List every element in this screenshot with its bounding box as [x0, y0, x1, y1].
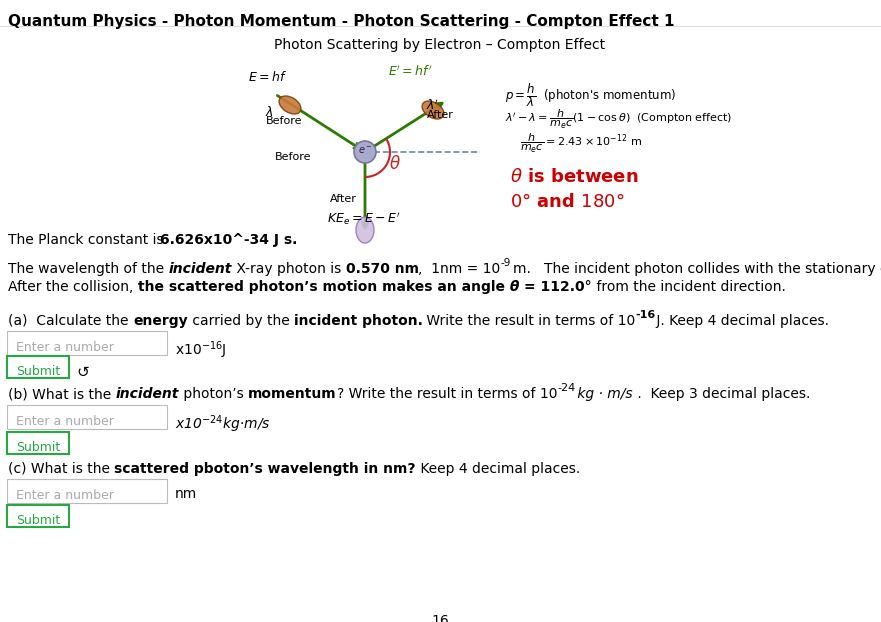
FancyBboxPatch shape — [7, 479, 167, 503]
Ellipse shape — [422, 101, 444, 119]
Text: energy: energy — [133, 314, 188, 328]
Text: Quantum Physics - Photon Momentum - Photon Scattering - Compton Effect 1: Quantum Physics - Photon Momentum - Phot… — [8, 14, 675, 29]
Text: x10$^{-16}$J: x10$^{-16}$J — [175, 339, 226, 361]
Text: -24: -24 — [558, 383, 575, 393]
Circle shape — [354, 141, 376, 163]
Text: Enter a number: Enter a number — [16, 341, 114, 354]
Text: -9: -9 — [500, 258, 511, 268]
Text: 16: 16 — [431, 614, 449, 622]
Text: $\lambda' - \lambda = \dfrac{h}{m_e c}(1-\cos\theta)$  (Compton effect): $\lambda' - \lambda = \dfrac{h}{m_e c}(1… — [505, 108, 732, 131]
Text: (b) What is the: (b) What is the — [8, 387, 115, 401]
FancyBboxPatch shape — [7, 356, 69, 378]
Text: $\lambda'$: $\lambda'$ — [426, 98, 440, 113]
Text: Before: Before — [275, 152, 312, 162]
Text: (a)  Calculate the: (a) Calculate the — [8, 314, 133, 328]
FancyBboxPatch shape — [7, 505, 69, 527]
Text: $\lambda$: $\lambda$ — [265, 105, 274, 119]
Text: from the incident direction.: from the incident direction. — [592, 280, 786, 294]
Text: Keep 4 decimal places.: Keep 4 decimal places. — [416, 462, 580, 476]
Text: incident photon.: incident photon. — [293, 314, 423, 328]
Text: 0.570 nm: 0.570 nm — [345, 262, 418, 276]
Text: Photon Scattering by Electron – Compton Effect: Photon Scattering by Electron – Compton … — [275, 38, 605, 52]
Text: Submit: Submit — [16, 441, 60, 454]
Text: θ: θ — [505, 280, 524, 294]
Text: Submit: Submit — [16, 514, 60, 527]
Text: incident: incident — [168, 262, 232, 276]
Text: m.   The incident photon collides with the stationary electron.: m. The incident photon collides with the… — [513, 262, 881, 276]
Text: Enter a number: Enter a number — [16, 489, 114, 502]
Text: The Planck constant is: The Planck constant is — [8, 233, 168, 247]
Text: 6.626x10^-34 J s.: 6.626x10^-34 J s. — [160, 233, 298, 247]
Text: momentum: momentum — [248, 387, 337, 401]
Text: $E = hf$: $E = hf$ — [248, 70, 287, 84]
Text: $p = \dfrac{h}{\lambda}$  (photon's momentum): $p = \dfrac{h}{\lambda}$ (photon's momen… — [505, 82, 677, 109]
Text: photon’s: photon’s — [179, 387, 248, 401]
Text: $E' = hf'$: $E' = hf'$ — [388, 65, 433, 80]
Text: (c) What is the: (c) What is the — [8, 462, 115, 476]
Text: $\dfrac{h}{m_e c} = 2.43 \times 10^{-12}$ m: $\dfrac{h}{m_e c} = 2.43 \times 10^{-12}… — [520, 132, 642, 156]
Text: Submit: Submit — [16, 365, 60, 378]
Text: $e^-$: $e^-$ — [358, 146, 373, 157]
Text: After: After — [427, 110, 454, 120]
Text: Enter a number: Enter a number — [16, 415, 114, 428]
Text: incident: incident — [115, 387, 179, 401]
Text: the scattered photon’s motion makes an angle: the scattered photon’s motion makes an a… — [137, 280, 505, 294]
Text: carried by the: carried by the — [188, 314, 293, 328]
Text: ↺: ↺ — [76, 365, 89, 380]
Text: .  Keep 3 decimal places.: . Keep 3 decimal places. — [633, 387, 811, 401]
Ellipse shape — [279, 96, 301, 114]
FancyBboxPatch shape — [7, 405, 167, 429]
FancyBboxPatch shape — [7, 432, 69, 454]
Text: Before: Before — [266, 116, 302, 126]
Text: X-ray photon is: X-ray photon is — [232, 262, 345, 276]
Text: = 112.0°: = 112.0° — [524, 280, 592, 294]
Text: nm: nm — [175, 487, 197, 501]
Text: $\theta$: $\theta$ — [389, 155, 401, 173]
Text: After the collision,: After the collision, — [8, 280, 137, 294]
Text: Write the result in terms of 10: Write the result in terms of 10 — [423, 314, 636, 328]
Text: -16: -16 — [636, 310, 656, 320]
Ellipse shape — [356, 217, 374, 243]
Text: kg · m/s: kg · m/s — [574, 387, 633, 401]
Text: ,  1nm = 10: , 1nm = 10 — [418, 262, 500, 276]
Text: J. Keep 4 decimal places.: J. Keep 4 decimal places. — [652, 314, 829, 328]
FancyBboxPatch shape — [7, 331, 167, 355]
Text: $KE_e = E - E'$: $KE_e = E - E'$ — [327, 210, 401, 226]
Text: The wavelength of the: The wavelength of the — [8, 262, 168, 276]
Text: $\theta$ is between
$0°$ and $180°$: $\theta$ is between $0°$ and $180°$ — [510, 168, 639, 211]
Text: scattered pboton’s wavelength in nm?: scattered pboton’s wavelength in nm? — [115, 462, 416, 476]
Text: After: After — [330, 194, 357, 204]
Text: x10$^{-24}$kg$\cdot$m/s: x10$^{-24}$kg$\cdot$m/s — [175, 413, 270, 435]
Text: ? Write the result in terms of 10: ? Write the result in terms of 10 — [337, 387, 558, 401]
